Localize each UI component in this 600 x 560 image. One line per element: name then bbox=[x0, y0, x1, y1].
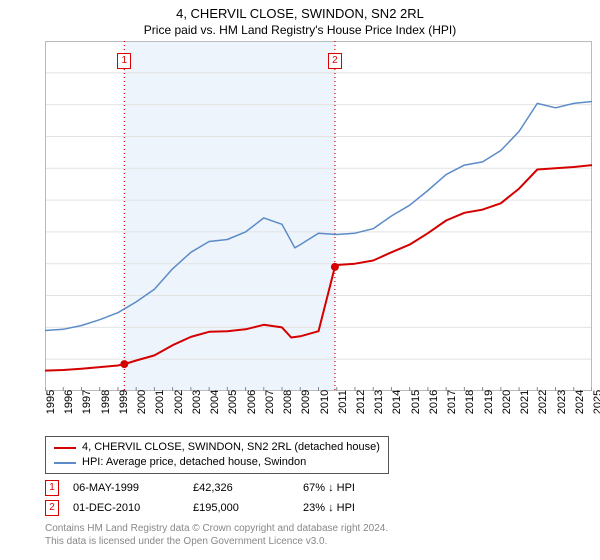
x-tick-label: 2019 bbox=[483, 390, 495, 414]
event-date: 01-DEC-2010 bbox=[73, 502, 193, 514]
event-date: 06-MAY-1999 bbox=[73, 482, 193, 494]
event-delta: 23% ↓ HPI bbox=[303, 502, 413, 514]
page-subtitle: Price paid vs. HM Land Registry's House … bbox=[0, 21, 600, 41]
x-tick-label: 1997 bbox=[81, 390, 93, 414]
x-tick-label: 2008 bbox=[282, 390, 294, 414]
x-tick-label: 2009 bbox=[300, 390, 312, 414]
x-tick-label: 2018 bbox=[464, 390, 476, 414]
x-tick-label: 1998 bbox=[100, 390, 112, 414]
event-row: 1 06-MAY-1999£42,32667% ↓ HPI bbox=[45, 478, 413, 498]
event-marker: 2 bbox=[45, 500, 59, 516]
x-tick-label: 2017 bbox=[446, 390, 458, 414]
x-tick-label: 2021 bbox=[519, 390, 531, 414]
legend-swatch bbox=[54, 462, 76, 464]
x-tick-label: 2007 bbox=[264, 390, 276, 414]
x-tick-label: 2000 bbox=[136, 390, 148, 414]
x-tick-label: 2003 bbox=[191, 390, 203, 414]
footer-line-1: Contains HM Land Registry data © Crown c… bbox=[45, 522, 388, 535]
x-tick-label: 2015 bbox=[410, 390, 422, 414]
x-tick-label: 2025 bbox=[592, 390, 600, 414]
line-chart bbox=[45, 41, 592, 391]
event-price: £42,326 bbox=[193, 482, 303, 494]
x-tick-label: 2013 bbox=[373, 390, 385, 414]
x-tick-label: 2014 bbox=[391, 390, 403, 414]
x-tick-label: 2023 bbox=[556, 390, 568, 414]
x-tick-label: 2004 bbox=[209, 390, 221, 414]
footer-line-2: This data is licensed under the Open Gov… bbox=[45, 535, 388, 548]
event-marker-chart: 2 bbox=[328, 53, 342, 69]
event-list: 1 06-MAY-1999£42,32667% ↓ HPI 2 01-DEC-2010… bbox=[45, 478, 413, 518]
x-tick-label: 2010 bbox=[319, 390, 331, 414]
x-tick-label: 2022 bbox=[537, 390, 549, 414]
legend-row: 4, CHERVIL CLOSE, SWINDON, SN2 2RL (deta… bbox=[54, 440, 380, 455]
x-tick-label: 2005 bbox=[227, 390, 239, 414]
chart-area: 12 bbox=[45, 41, 592, 391]
x-tick-label: 1995 bbox=[45, 390, 57, 414]
x-tick-label: 2006 bbox=[246, 390, 258, 414]
event-marker: 1 bbox=[45, 480, 59, 496]
x-tick-label: 1996 bbox=[63, 390, 75, 414]
x-tick-label: 2001 bbox=[154, 390, 166, 414]
x-tick-label: 2016 bbox=[428, 390, 440, 414]
legend-label: 4, CHERVIL CLOSE, SWINDON, SN2 2RL (deta… bbox=[82, 440, 380, 455]
event-marker-chart: 1 bbox=[117, 53, 131, 69]
legend-label: HPI: Average price, detached house, Swin… bbox=[82, 455, 306, 470]
event-delta: 67% ↓ HPI bbox=[303, 482, 413, 494]
event-price: £195,000 bbox=[193, 502, 303, 514]
page: 4, CHERVIL CLOSE, SWINDON, SN2 2RL Price… bbox=[0, 0, 600, 560]
x-tick-label: 1999 bbox=[118, 390, 130, 414]
x-tick-label: 2012 bbox=[355, 390, 367, 414]
legend-row: HPI: Average price, detached house, Swin… bbox=[54, 455, 380, 470]
x-axis: 1995199619971998199920002001200220032004… bbox=[45, 398, 592, 436]
x-tick-label: 2024 bbox=[574, 390, 586, 414]
legend-swatch bbox=[54, 447, 76, 449]
x-tick-label: 2011 bbox=[337, 390, 349, 414]
x-tick-label: 2002 bbox=[173, 390, 185, 414]
event-row: 2 01-DEC-2010£195,00023% ↓ HPI bbox=[45, 498, 413, 518]
footer: Contains HM Land Registry data © Crown c… bbox=[45, 522, 388, 548]
legend: 4, CHERVIL CLOSE, SWINDON, SN2 2RL (deta… bbox=[45, 436, 389, 474]
page-title: 4, CHERVIL CLOSE, SWINDON, SN2 2RL bbox=[0, 0, 600, 21]
x-tick-label: 2020 bbox=[501, 390, 513, 414]
